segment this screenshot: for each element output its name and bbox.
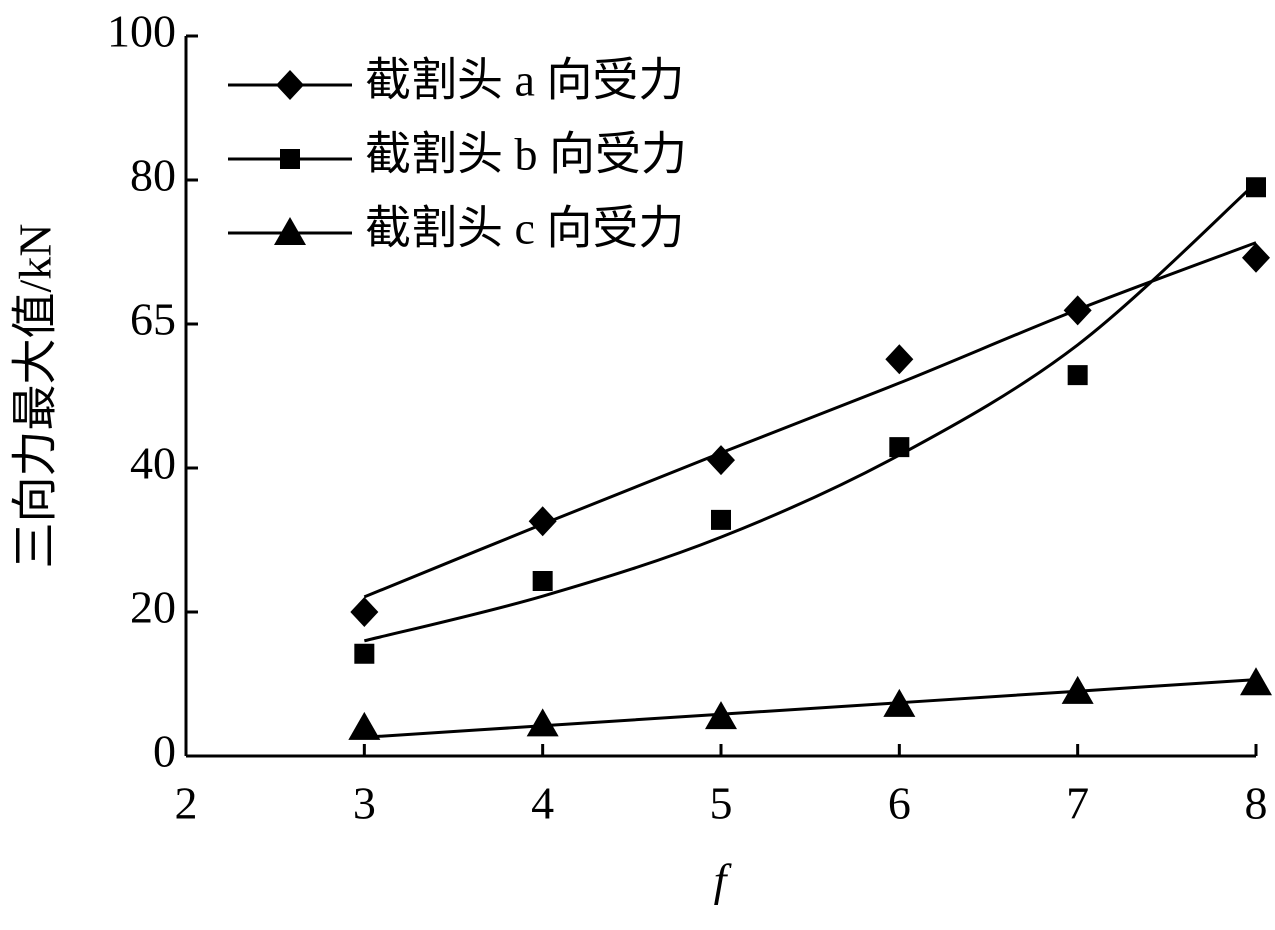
data-point — [1063, 295, 1092, 326]
legend-label: 截割头 a 向受力 — [365, 55, 684, 106]
x-tick-label: 6 — [888, 778, 911, 829]
data-point — [1061, 675, 1094, 704]
data-point — [1067, 365, 1088, 386]
data-point — [1240, 667, 1272, 696]
data-point — [707, 445, 735, 476]
x-tick-label: 7 — [1066, 778, 1089, 829]
data-point — [705, 701, 737, 730]
data-point — [885, 344, 914, 375]
legend-label: 截割头 c 向受力 — [365, 203, 684, 254]
legend-label: 截割头 b 向受力 — [365, 129, 687, 180]
y-axis-label: 三向力最大值/kN — [10, 224, 61, 569]
x-tick-label: 8 — [1245, 778, 1268, 829]
data-point — [889, 437, 910, 458]
y-tick-label: 40 — [130, 438, 176, 489]
legend-marker — [276, 70, 304, 100]
legend-marker — [274, 217, 306, 245]
legend-marker — [280, 149, 300, 169]
y-tick-label: 20 — [130, 582, 176, 633]
fit-line — [363, 241, 1257, 599]
data-point — [528, 506, 557, 537]
data-point — [883, 688, 916, 717]
x-tick-label: 3 — [353, 778, 376, 829]
data-point — [348, 711, 381, 740]
y-tick-label: 100 — [107, 6, 176, 57]
y-tick-label: 65 — [130, 294, 176, 345]
x-axis-label: f — [714, 855, 733, 906]
data-point — [354, 643, 375, 664]
x-tick-label: 5 — [710, 778, 733, 829]
y-tick-label: 80 — [130, 150, 176, 201]
data-point — [1242, 242, 1270, 273]
data-point — [350, 597, 379, 627]
data-point — [532, 571, 553, 592]
y-tick-label: 0 — [153, 726, 176, 777]
data-point — [711, 509, 731, 530]
x-tick-label: 4 — [531, 778, 554, 829]
fit-line — [363, 181, 1258, 643]
fit-line — [364, 678, 1257, 739]
data-point — [526, 708, 559, 737]
x-tick-label: 2 — [175, 778, 198, 829]
data-point — [1246, 177, 1266, 198]
